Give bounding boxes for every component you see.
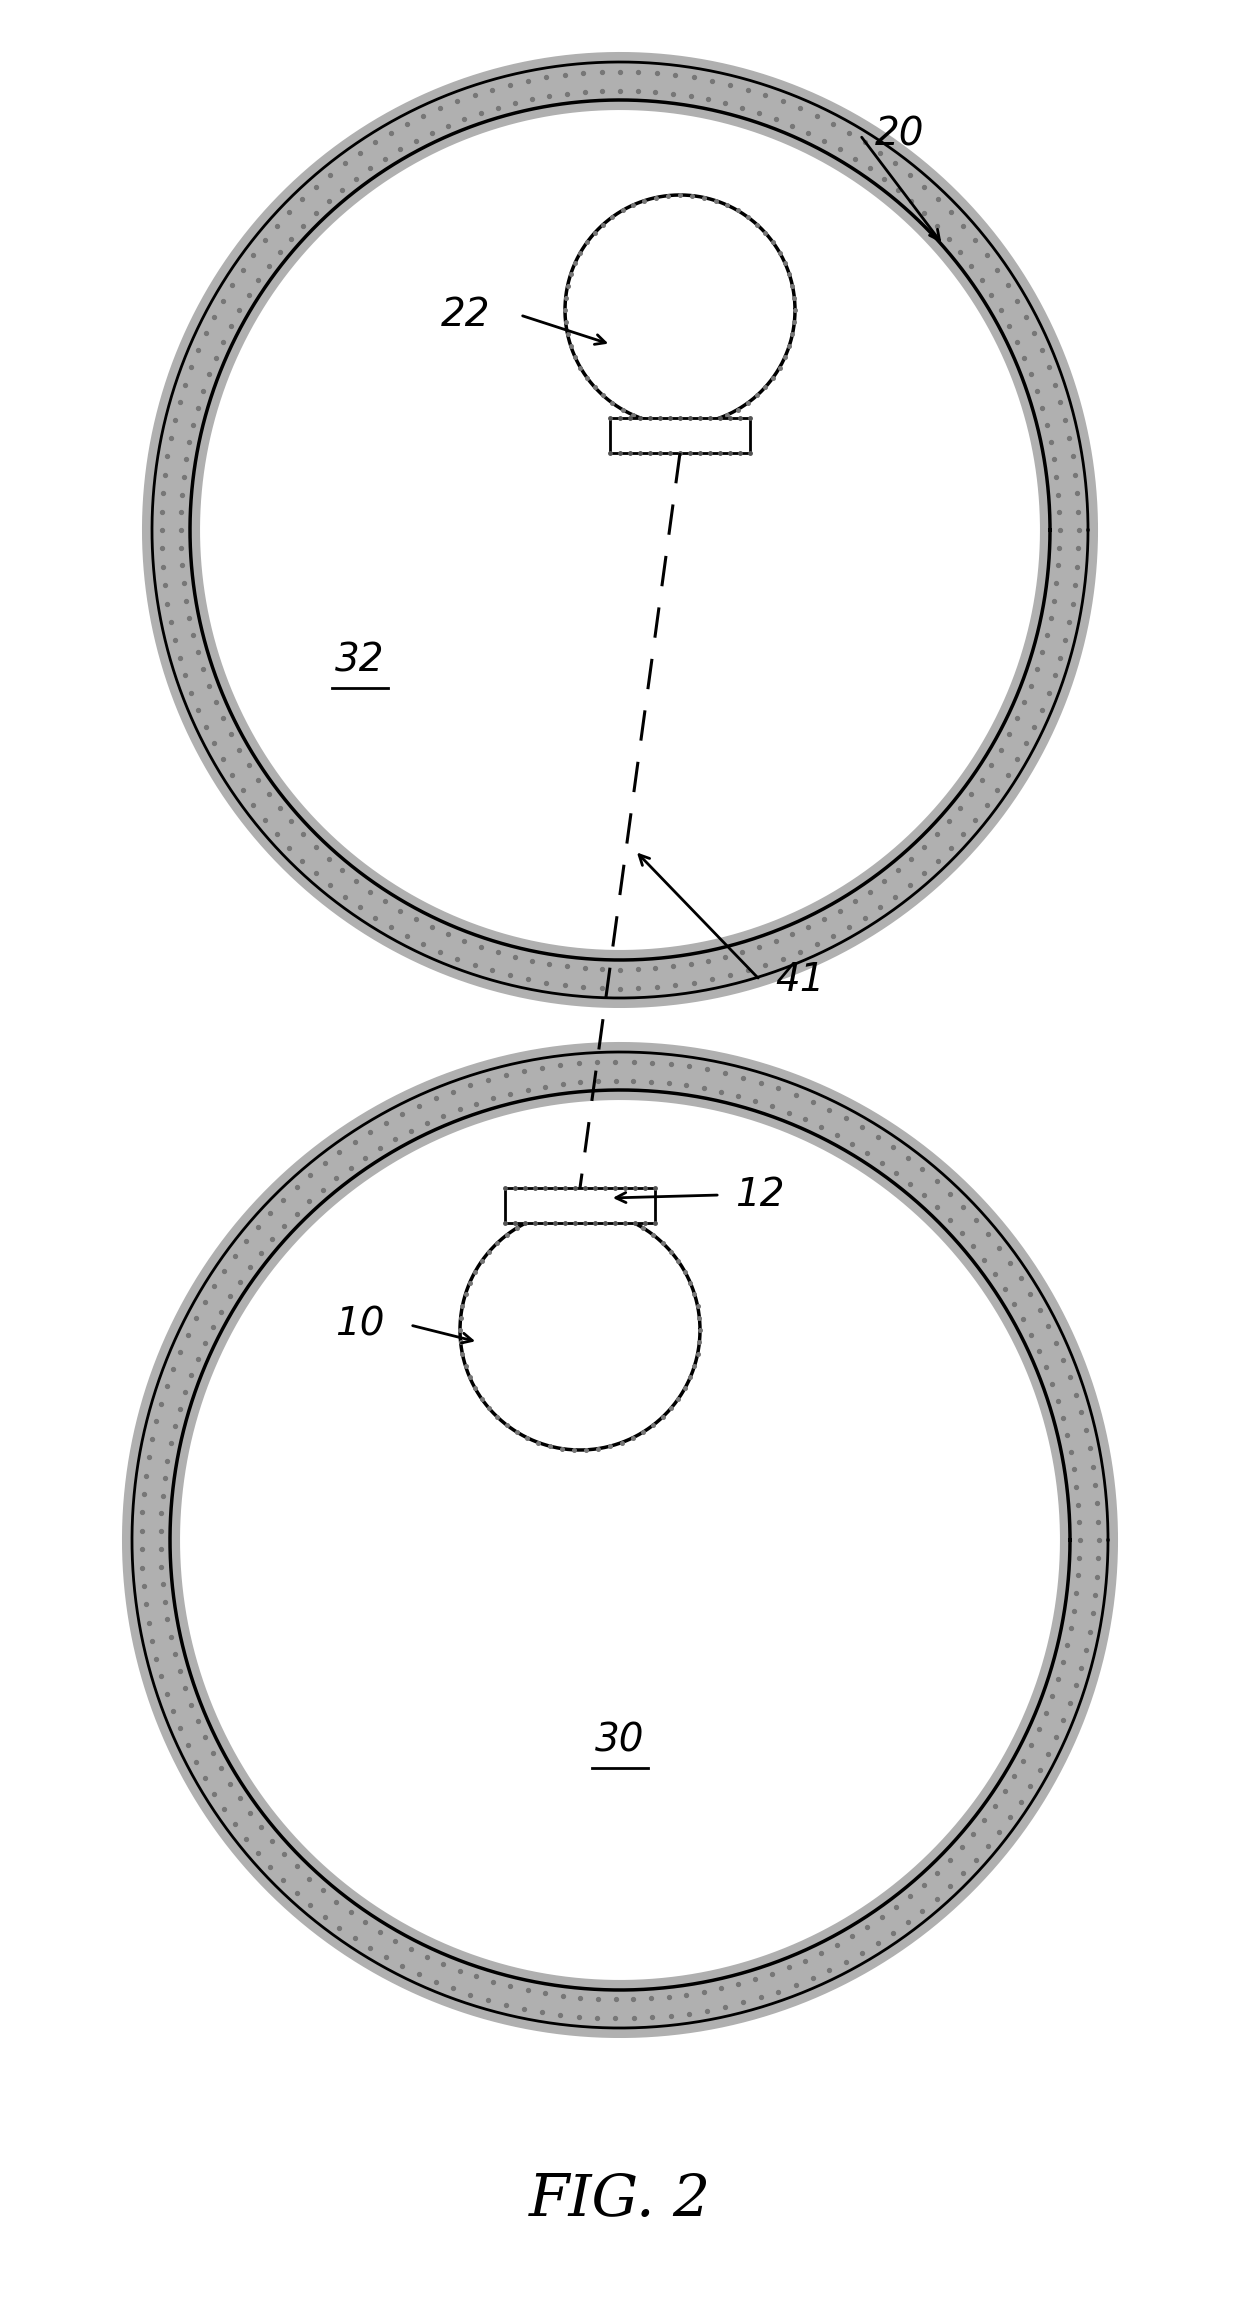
Text: 22: 22: [440, 295, 490, 335]
Bar: [505, 1187, 655, 1222]
Text: FIG. 2: FIG. 2: [529, 2172, 711, 2228]
Text: 20: 20: [875, 116, 925, 153]
Text: 32: 32: [335, 641, 384, 681]
Text: 10: 10: [336, 1306, 384, 1345]
Text: 30: 30: [595, 1721, 645, 1761]
Bar: [610, 418, 750, 453]
Text: 41: 41: [775, 962, 825, 999]
Text: 12: 12: [735, 1175, 785, 1215]
